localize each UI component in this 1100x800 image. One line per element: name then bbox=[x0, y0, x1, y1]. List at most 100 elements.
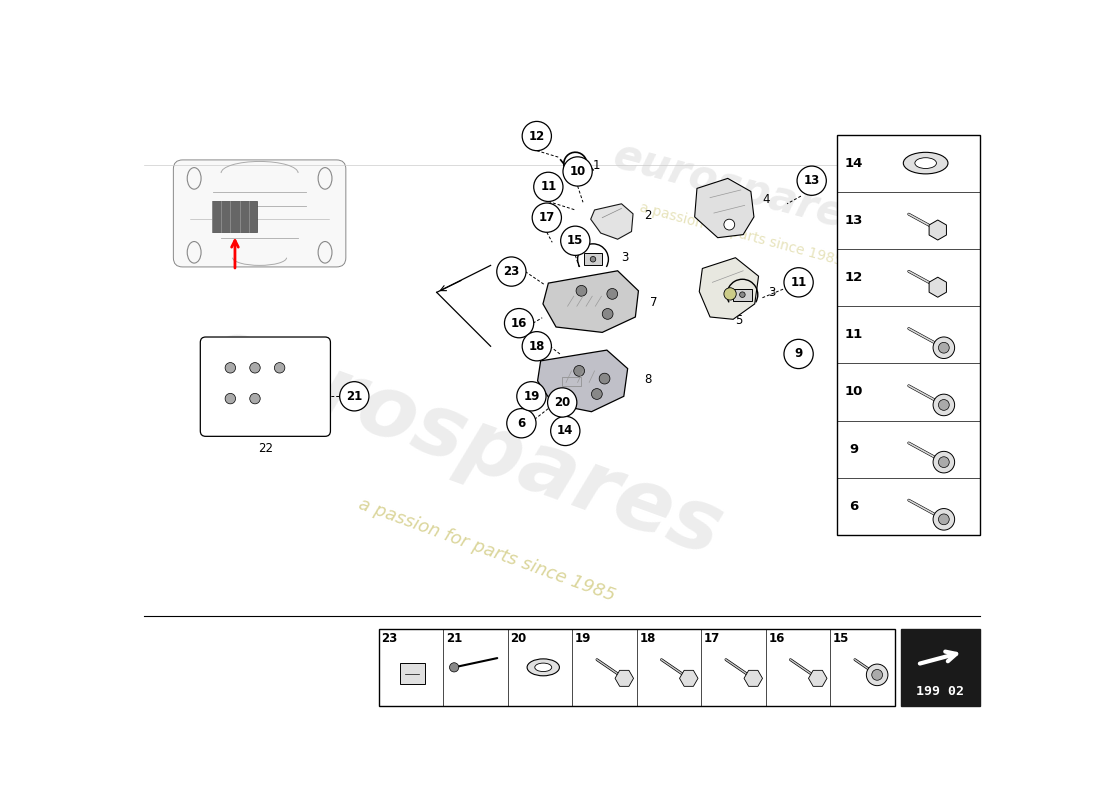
Circle shape bbox=[226, 394, 235, 404]
Text: 2: 2 bbox=[645, 209, 652, 222]
Circle shape bbox=[938, 514, 949, 525]
Circle shape bbox=[933, 394, 955, 416]
Circle shape bbox=[574, 366, 584, 376]
Circle shape bbox=[724, 219, 735, 230]
Circle shape bbox=[226, 362, 235, 373]
Circle shape bbox=[600, 373, 609, 384]
Text: eurospares: eurospares bbox=[194, 310, 734, 574]
Text: 21: 21 bbox=[346, 390, 362, 403]
Text: 3: 3 bbox=[768, 286, 776, 299]
Circle shape bbox=[517, 382, 546, 411]
Circle shape bbox=[507, 409, 536, 438]
Circle shape bbox=[739, 292, 745, 298]
Polygon shape bbox=[695, 178, 754, 238]
Text: 19: 19 bbox=[524, 390, 540, 403]
Circle shape bbox=[798, 166, 826, 195]
Circle shape bbox=[450, 662, 459, 672]
Text: 23: 23 bbox=[382, 632, 398, 646]
Text: 5: 5 bbox=[735, 314, 743, 327]
Text: 4: 4 bbox=[762, 194, 770, 206]
Bar bbox=[837, 134, 979, 535]
Bar bbox=[584, 253, 603, 266]
Polygon shape bbox=[930, 220, 946, 240]
Text: 15: 15 bbox=[568, 234, 583, 247]
Circle shape bbox=[534, 172, 563, 202]
Text: 14: 14 bbox=[557, 425, 573, 438]
Text: 11: 11 bbox=[791, 276, 806, 289]
Circle shape bbox=[933, 337, 955, 358]
Circle shape bbox=[724, 288, 736, 300]
Text: 6: 6 bbox=[517, 417, 526, 430]
Circle shape bbox=[872, 670, 882, 680]
Polygon shape bbox=[808, 670, 827, 686]
Circle shape bbox=[522, 332, 551, 361]
Circle shape bbox=[532, 203, 561, 232]
Text: 11: 11 bbox=[540, 180, 557, 194]
Circle shape bbox=[867, 664, 888, 686]
Ellipse shape bbox=[915, 158, 936, 169]
Text: 14: 14 bbox=[845, 157, 864, 170]
Circle shape bbox=[938, 342, 949, 353]
Circle shape bbox=[607, 289, 618, 299]
Bar bbox=[378, 629, 895, 706]
Polygon shape bbox=[744, 670, 762, 686]
Polygon shape bbox=[680, 670, 698, 686]
Circle shape bbox=[784, 268, 813, 297]
Text: 12: 12 bbox=[529, 130, 544, 142]
Text: 16: 16 bbox=[510, 317, 527, 330]
Bar bbox=[400, 662, 425, 684]
Circle shape bbox=[497, 257, 526, 286]
Circle shape bbox=[274, 362, 285, 373]
Text: 16: 16 bbox=[769, 632, 784, 646]
Polygon shape bbox=[591, 204, 634, 239]
Circle shape bbox=[784, 339, 813, 369]
Bar bbox=[212, 202, 256, 232]
Text: 21: 21 bbox=[446, 632, 462, 646]
Text: 1: 1 bbox=[593, 159, 601, 172]
Text: a passion for parts since 1985: a passion for parts since 1985 bbox=[638, 201, 844, 269]
Text: 8: 8 bbox=[645, 373, 652, 386]
Text: 20: 20 bbox=[510, 632, 527, 646]
Text: 20: 20 bbox=[554, 396, 570, 409]
Circle shape bbox=[548, 388, 576, 417]
Polygon shape bbox=[543, 270, 638, 332]
Circle shape bbox=[938, 457, 949, 467]
Text: 17: 17 bbox=[704, 632, 720, 646]
Text: 18: 18 bbox=[529, 340, 544, 353]
Text: a passion for parts since 1985: a passion for parts since 1985 bbox=[356, 495, 617, 606]
Bar bbox=[901, 629, 980, 706]
Text: eurospares: eurospares bbox=[608, 134, 873, 242]
Text: 199 02: 199 02 bbox=[916, 686, 965, 698]
Circle shape bbox=[522, 122, 551, 150]
Text: 23: 23 bbox=[504, 265, 519, 278]
Polygon shape bbox=[538, 350, 628, 412]
Ellipse shape bbox=[527, 659, 560, 676]
Polygon shape bbox=[615, 670, 634, 686]
Ellipse shape bbox=[903, 152, 948, 174]
Text: 9: 9 bbox=[794, 347, 803, 361]
Circle shape bbox=[602, 309, 613, 319]
Circle shape bbox=[933, 451, 955, 473]
Text: 10: 10 bbox=[845, 386, 864, 398]
Circle shape bbox=[551, 416, 580, 446]
Circle shape bbox=[505, 309, 534, 338]
Circle shape bbox=[592, 389, 603, 399]
Text: 6: 6 bbox=[849, 500, 859, 513]
Text: 3: 3 bbox=[621, 251, 629, 264]
Circle shape bbox=[933, 509, 955, 530]
Circle shape bbox=[938, 399, 949, 410]
Text: 11: 11 bbox=[845, 328, 864, 341]
Text: 12: 12 bbox=[845, 271, 864, 284]
Circle shape bbox=[250, 362, 261, 373]
FancyBboxPatch shape bbox=[174, 160, 345, 267]
Bar bbox=[733, 289, 751, 301]
Text: 10: 10 bbox=[570, 165, 585, 178]
Text: 18: 18 bbox=[639, 632, 656, 646]
Circle shape bbox=[561, 226, 590, 255]
Circle shape bbox=[250, 394, 261, 404]
Text: 13: 13 bbox=[804, 174, 820, 187]
Circle shape bbox=[340, 382, 368, 411]
Text: 19: 19 bbox=[575, 632, 592, 646]
Text: 17: 17 bbox=[539, 211, 554, 224]
FancyBboxPatch shape bbox=[200, 337, 330, 436]
